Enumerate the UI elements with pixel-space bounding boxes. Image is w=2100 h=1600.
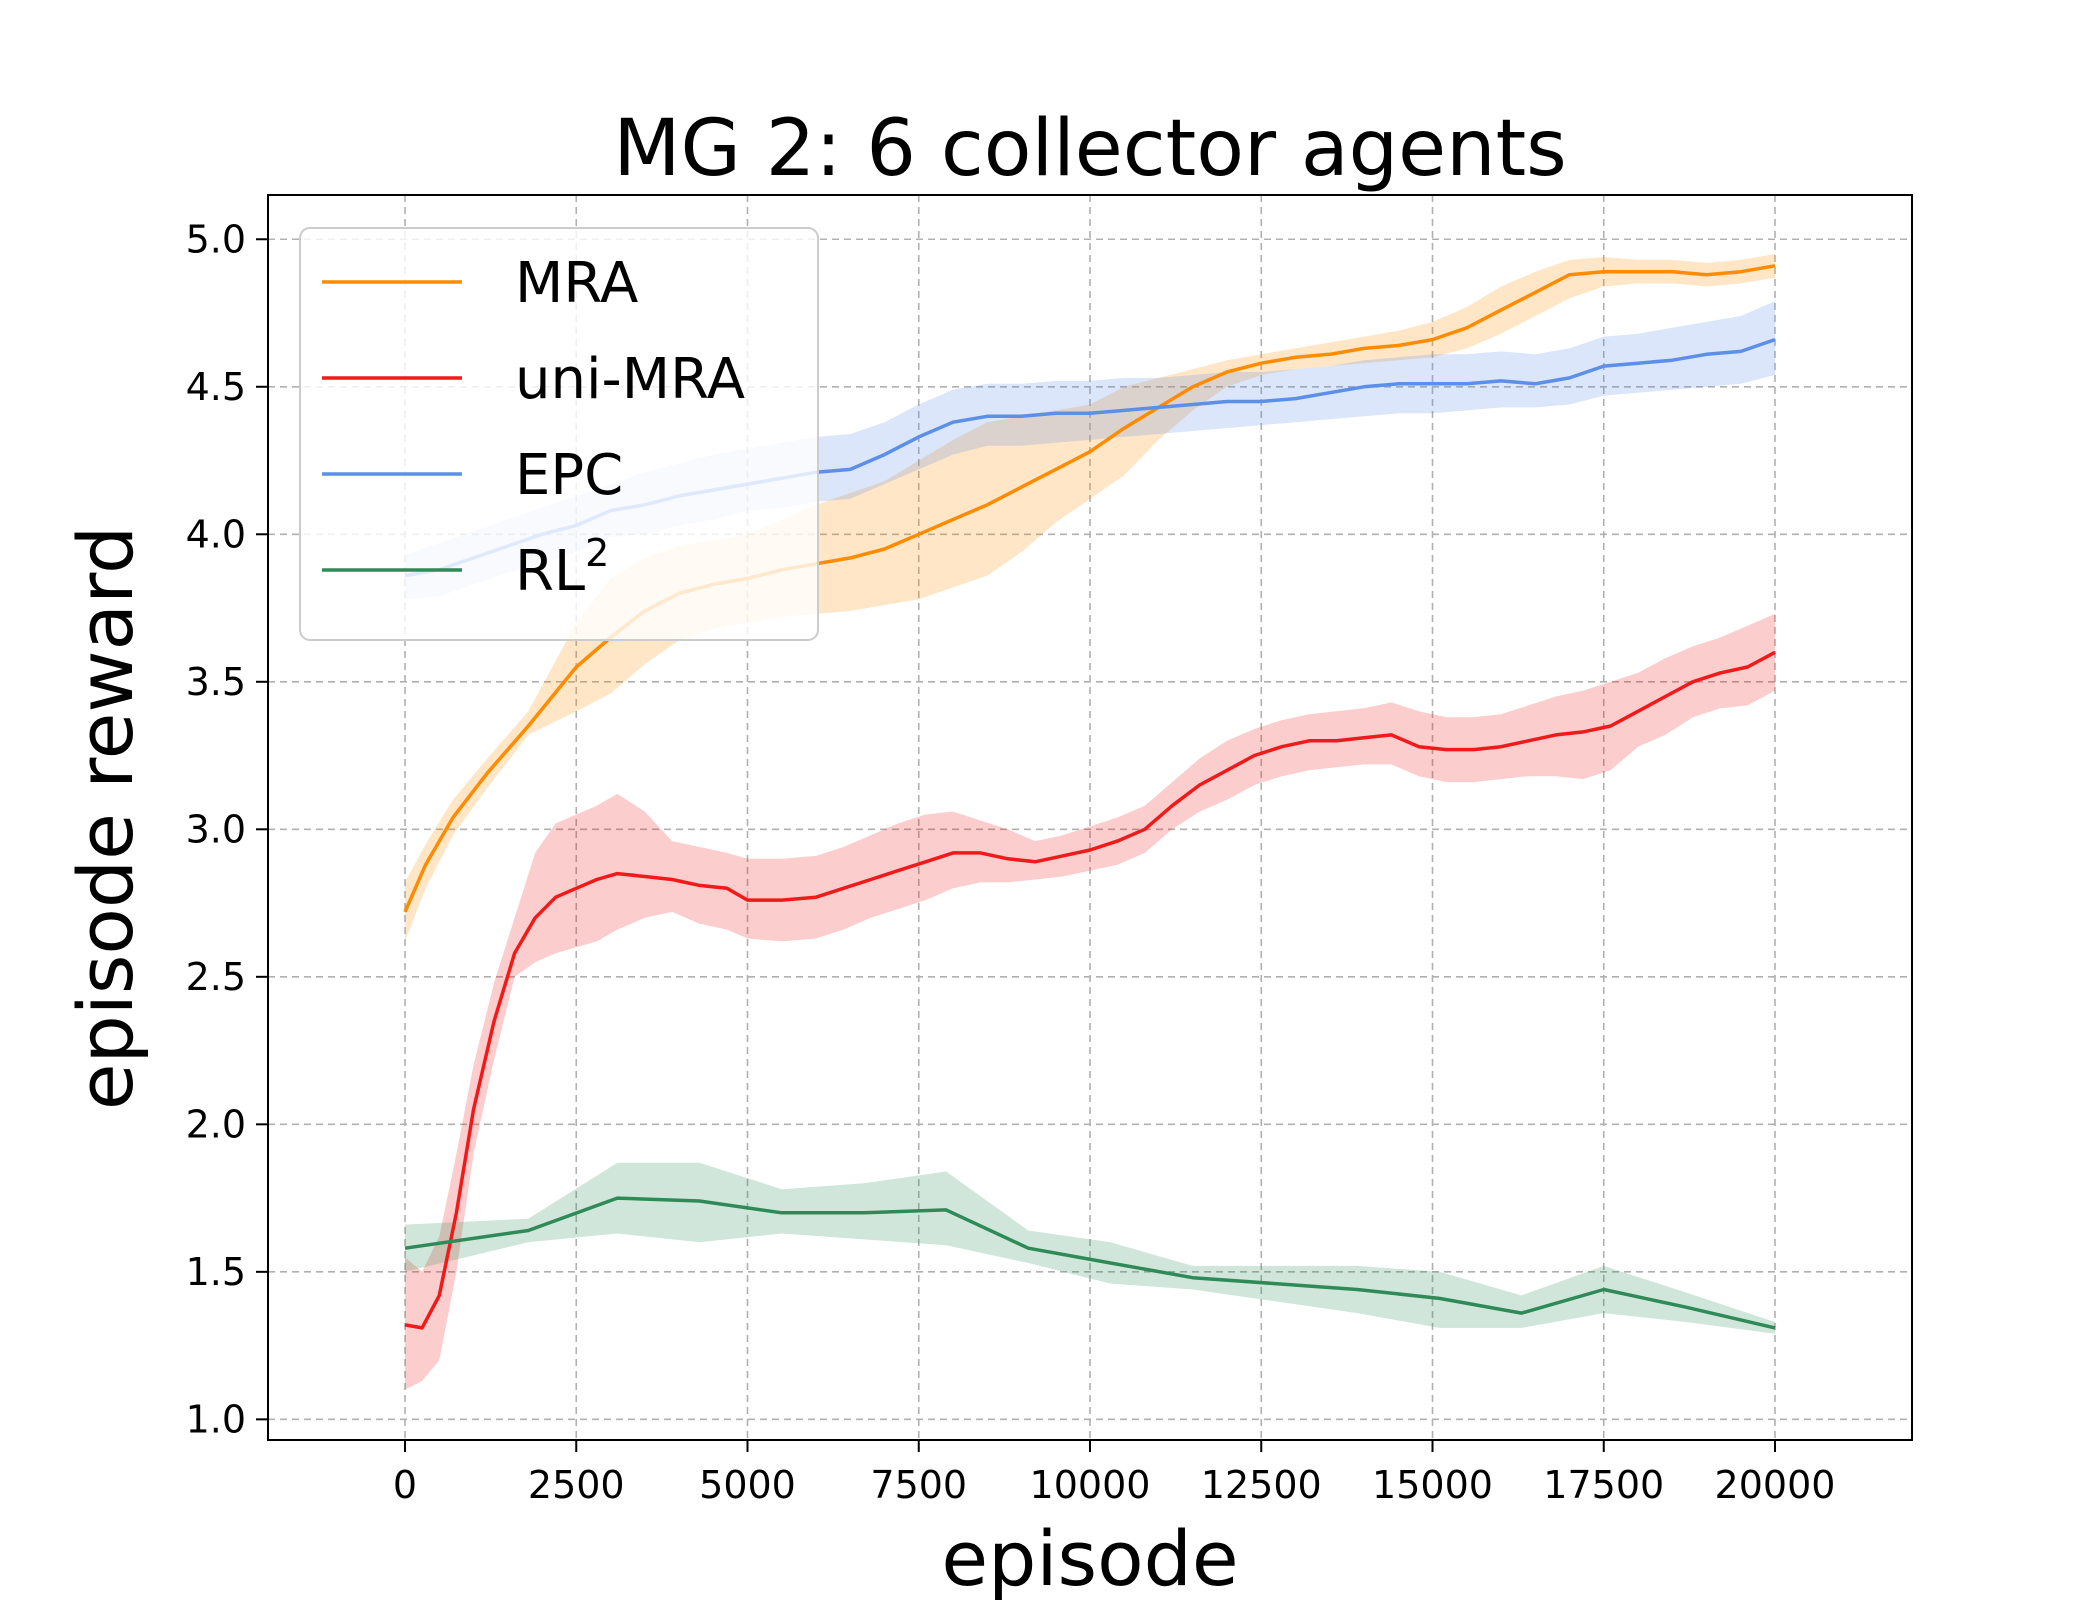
x-tick-label: 0 bbox=[393, 1463, 417, 1507]
line-rl2 bbox=[404, 1196, 1776, 1330]
y-tick-label: 3.0 bbox=[186, 807, 246, 851]
legend-label-text: RL bbox=[515, 539, 585, 604]
band-epc bbox=[405, 301, 1775, 600]
legend-label: EPC bbox=[515, 443, 623, 508]
band-rl2 bbox=[405, 1162, 1775, 1334]
legend-label-text: MRA bbox=[515, 251, 638, 316]
legend-label: RL2 bbox=[515, 531, 609, 604]
y-tick-label: 2.5 bbox=[186, 955, 246, 999]
y-tick-label: 2.0 bbox=[186, 1102, 246, 1146]
chart-title: MG 2: 6 collector agents bbox=[613, 104, 1567, 194]
y-tick-label: 1.5 bbox=[186, 1250, 246, 1294]
legend-label: MRA bbox=[515, 251, 638, 316]
x-tick-label: 5000 bbox=[699, 1463, 796, 1507]
x-tick-label: 12500 bbox=[1201, 1463, 1322, 1507]
series-lines bbox=[403, 264, 1776, 1330]
x-tick-label: 15000 bbox=[1372, 1463, 1493, 1507]
legend-label-superscript: 2 bbox=[585, 531, 609, 575]
y-tick-label: 5.0 bbox=[186, 217, 246, 261]
axis-ticks: 0 2500 5000 7500 10000 12500 15000 17500 20000 1.… bbox=[186, 217, 1836, 1507]
line-uni-mra bbox=[404, 650, 1776, 1330]
x-axis-title: episode bbox=[941, 1514, 1238, 1600]
legend: MRA uni-MRA EPC RL2 bbox=[299, 227, 819, 641]
y-tick-label: 3.5 bbox=[186, 660, 246, 704]
x-tick-label: 10000 bbox=[1030, 1463, 1151, 1507]
band-uni-mra bbox=[405, 613, 1775, 1390]
y-axis-title: episode reward bbox=[61, 526, 150, 1111]
x-tick-label: 7500 bbox=[870, 1463, 967, 1507]
legend-box bbox=[299, 227, 819, 641]
legend-label-text: uni-MRA bbox=[515, 347, 745, 412]
legend-label-text: EPC bbox=[515, 443, 623, 508]
legend-label: uni-MRA bbox=[515, 347, 745, 412]
y-tick-label: 1.0 bbox=[186, 1397, 246, 1441]
y-tick-label: 4.0 bbox=[186, 512, 246, 556]
x-tick-label: 20000 bbox=[1715, 1463, 1836, 1507]
x-tick-label: 2500 bbox=[528, 1463, 625, 1507]
y-tick-label: 4.5 bbox=[186, 365, 246, 409]
x-tick-label: 17500 bbox=[1543, 1463, 1664, 1507]
